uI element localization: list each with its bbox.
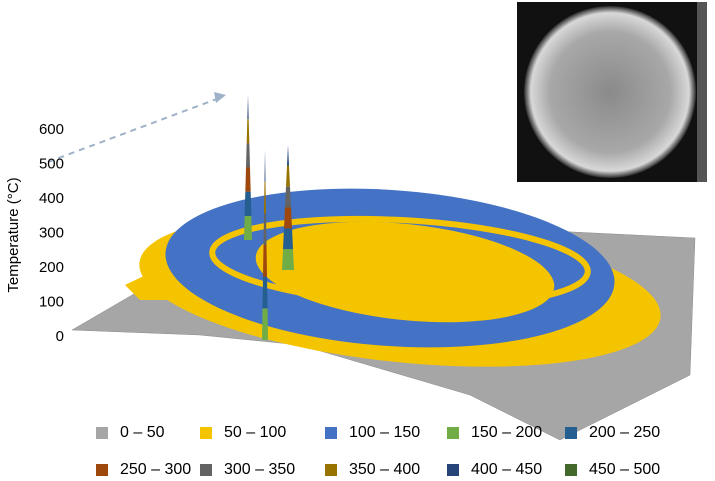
spike [262, 308, 268, 340]
spike [283, 228, 293, 250]
y-tick-label: 600 [39, 121, 64, 138]
legend-swatch [565, 427, 577, 439]
spike [263, 245, 267, 277]
legend-swatch [96, 464, 108, 476]
legend-label: 450 – 500 [589, 461, 660, 478]
spike [263, 213, 267, 245]
spike [264, 150, 266, 182]
spike [262, 276, 268, 309]
spike [247, 95, 249, 120]
spike [282, 249, 294, 270]
y-tick-label: 400 [39, 190, 64, 207]
legend-label: 100 – 150 [349, 424, 420, 441]
legend-swatch [200, 464, 212, 476]
spike [284, 207, 292, 229]
y-tick-label: 100 [39, 293, 64, 310]
legend-swatch [96, 427, 108, 439]
legend-swatch [325, 427, 337, 439]
spike [244, 191, 252, 216]
legend-label: 300 – 350 [224, 461, 295, 478]
spike [264, 181, 266, 214]
legend-swatch [447, 464, 459, 476]
inner-ring [209, 215, 591, 309]
spike [286, 165, 290, 187]
legend-label: 200 – 250 [589, 424, 660, 441]
spike [287, 145, 289, 166]
spike [285, 186, 291, 208]
y-tick-label: 300 [39, 224, 64, 241]
legend-label: 50 – 100 [224, 424, 286, 441]
legend-label: 0 – 50 [120, 424, 165, 441]
inset-image [517, 2, 707, 182]
legend-label: 400 – 450 [471, 461, 542, 478]
legend-label: 150 – 200 [471, 424, 542, 441]
legend-label: 250 – 300 [120, 461, 191, 478]
surface [71, 95, 696, 441]
legend-swatch [325, 464, 337, 476]
y-tick-label: 200 [39, 259, 64, 276]
y-axis-label: Temperature (°C) [5, 177, 22, 292]
arrow-head [214, 92, 226, 103]
spike [246, 119, 250, 144]
spike [245, 167, 251, 192]
y-tick-label: 0 [56, 328, 64, 345]
legend-label: 350 – 400 [349, 461, 420, 478]
legend-swatch [565, 464, 577, 476]
y-tick-label: 500 [39, 155, 64, 172]
legend-swatch [447, 427, 459, 439]
spike [246, 143, 250, 168]
spike [244, 215, 252, 240]
arrow [47, 96, 223, 163]
legend-swatch [200, 427, 212, 439]
